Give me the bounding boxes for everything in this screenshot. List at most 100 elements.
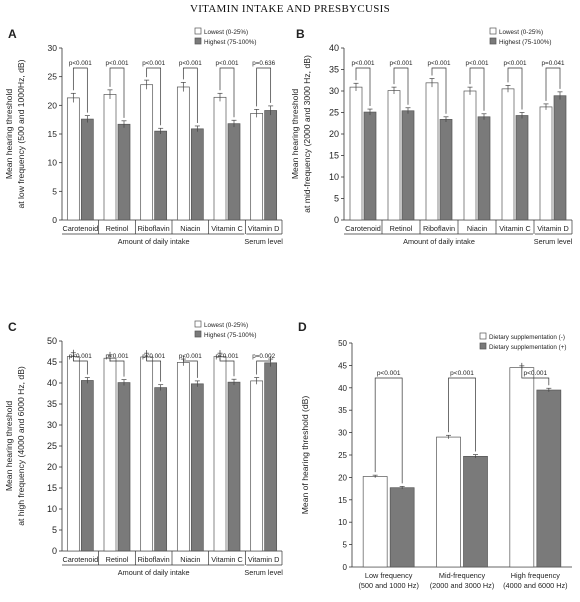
bar-lowest-d: [509, 367, 535, 568]
bar-lowest-b: [501, 88, 515, 221]
category-label-d: High frequency: [511, 571, 560, 580]
bar-highest-b: [363, 111, 377, 221]
p-value-label-b: p=0.041: [542, 60, 565, 67]
bar-highest-c: [190, 383, 204, 552]
significance-bracket-a: [72, 67, 88, 113]
category-label-a: Vitamin D: [248, 224, 280, 233]
legend-swatch-a: [194, 37, 202, 45]
category-label-b: Niacin: [467, 224, 487, 233]
y-tick-label-b: 30: [329, 86, 339, 96]
y-tick-label-c: 15: [47, 483, 57, 493]
group-label-serum-c: Serum level: [244, 568, 283, 577]
bar-lowest-a: [213, 96, 227, 221]
p-value-label-c: p<0.001: [106, 353, 129, 360]
y-tick-label-d: 25: [338, 451, 347, 460]
y-axis-title-a: at low frequency (500 and 1000Hz, dB): [16, 59, 26, 208]
category-label-a: Carotenoid: [62, 224, 98, 233]
y-tick-label-b: 10: [329, 172, 339, 182]
y-axis-title-b: Mean hearing threshold: [290, 89, 300, 180]
y-tick-label-d: 40: [338, 384, 347, 393]
bar-lowest-b: [463, 90, 477, 221]
legend-label-d: Dietary supplementation (+): [489, 344, 567, 351]
y-tick-label-b: 35: [329, 65, 339, 75]
significance-bracket-c: [146, 350, 162, 382]
bar-lowest-a: [140, 84, 154, 221]
y-axis-title-a: Mean hearing threshold: [4, 89, 14, 180]
bar-highest-c: [117, 382, 131, 552]
category-label-a: Retinol: [106, 224, 129, 233]
category-label-a: Vitamin C: [211, 224, 243, 233]
y-tick-label-d: 15: [338, 496, 347, 505]
legend-swatch-d: [479, 342, 487, 350]
y-tick-label-c: 25: [47, 441, 57, 451]
legend-label-b: Highest (75-100%): [499, 39, 552, 46]
significance-bracket-c: [256, 356, 272, 375]
category-label-d: (2000 and 3000 Hz): [430, 581, 495, 590]
y-tick-label-b: 0: [334, 215, 339, 225]
bar-lowest-b: [349, 86, 363, 221]
panel-label-c: C: [8, 320, 17, 334]
y-tick-label-a: 0: [52, 215, 57, 225]
y-tick-label-b: 40: [329, 43, 339, 53]
y-tick-label-c: 20: [47, 462, 57, 472]
y-tick-label-a: 20: [48, 100, 58, 110]
bar-highest-a: [117, 123, 131, 221]
group-label-serum-a: Serum level: [244, 237, 283, 246]
bar-highest-b: [477, 116, 491, 221]
category-label-c: Vitamin C: [211, 555, 243, 564]
group-label-intake-a: Amount of daily intake: [118, 237, 190, 246]
y-tick-label-c: 30: [47, 420, 57, 430]
p-value-label-b: p<0.001: [428, 60, 451, 67]
category-label-d: Low frequency: [365, 571, 413, 580]
p-value-label-b: p<0.001: [504, 60, 527, 67]
panel-d: D 0 5 10 15 20 25 30 35 40 45 50 Mean of hearing thr…: [290, 313, 580, 598]
y-tick-label-a: 15: [48, 129, 58, 139]
category-label-c: Carotenoid: [62, 555, 98, 564]
y-tick-label-b: 15: [329, 151, 339, 161]
y-tick-label-a: 25: [48, 72, 58, 82]
bar-highest-a: [190, 128, 204, 221]
p-value-label-b: p<0.001: [466, 60, 489, 67]
page-title: VITAMIN INTAKE AND PRESBYCUSIS: [189, 3, 391, 15]
category-label-c: Riboflavin: [138, 555, 170, 564]
y-tick-label-b: 5: [334, 194, 339, 204]
y-axis-title-b: at mid-frequency (2000 and 3000 Hz, dB): [302, 55, 312, 213]
p-value-label-a: p<0.001: [179, 60, 202, 67]
legend-label-a: Highest (75-100%): [204, 39, 257, 46]
legend-swatch-a: [194, 27, 202, 35]
p-value-label-a: p<0.001: [142, 60, 165, 67]
p-value-label-c: p<0.001: [216, 353, 239, 360]
significance-bracket-b: [393, 67, 409, 105]
p-value-label-d: p<0.001: [523, 370, 547, 377]
y-tick-label-d: 50: [338, 339, 347, 348]
y-tick-label-c: 50: [47, 336, 57, 346]
significance-bracket-d: [521, 362, 550, 386]
p-value-label-a: p<0.001: [216, 60, 239, 67]
p-value-label-a: p=0.636: [252, 60, 275, 67]
bar-highest-a: [154, 130, 168, 221]
bar-highest-c: [154, 387, 168, 552]
bar-lowest-c: [250, 380, 264, 552]
y-tick-label-d: 30: [338, 429, 347, 438]
group-label-serum-b: Serum level: [534, 237, 573, 246]
significance-bracket-b: [431, 67, 447, 114]
y-tick-label-c: 45: [47, 357, 57, 367]
bar-lowest-a: [66, 97, 80, 221]
y-tick-label-d: 35: [338, 406, 347, 415]
legend-label-d: Dietary supplementation (-): [489, 334, 565, 341]
p-value-label-c: p<0.001: [69, 353, 92, 360]
category-label-b: Carotenoid: [345, 224, 381, 233]
bar-lowest-a: [176, 86, 190, 221]
p-value-label-a: p<0.001: [69, 60, 92, 67]
significance-bracket-a: [109, 67, 125, 118]
significance-bracket-b: [545, 67, 561, 101]
y-tick-label-a: 5: [52, 186, 57, 196]
y-axis-title-c: Mean hearing threshold: [4, 401, 14, 492]
y-tick-label-d: 45: [338, 361, 347, 370]
y-tick-label-c: 10: [47, 504, 57, 514]
y-axis-title-d: Mean of hearing threshold (dB): [300, 396, 310, 515]
legend-swatch-b: [489, 27, 497, 35]
bar-highest-a: [80, 118, 94, 221]
bar-highest-a: [264, 110, 278, 221]
chart-a: A 0 5 10 15 20 25 30 Mean hearing threshold at lo…: [4, 27, 283, 246]
